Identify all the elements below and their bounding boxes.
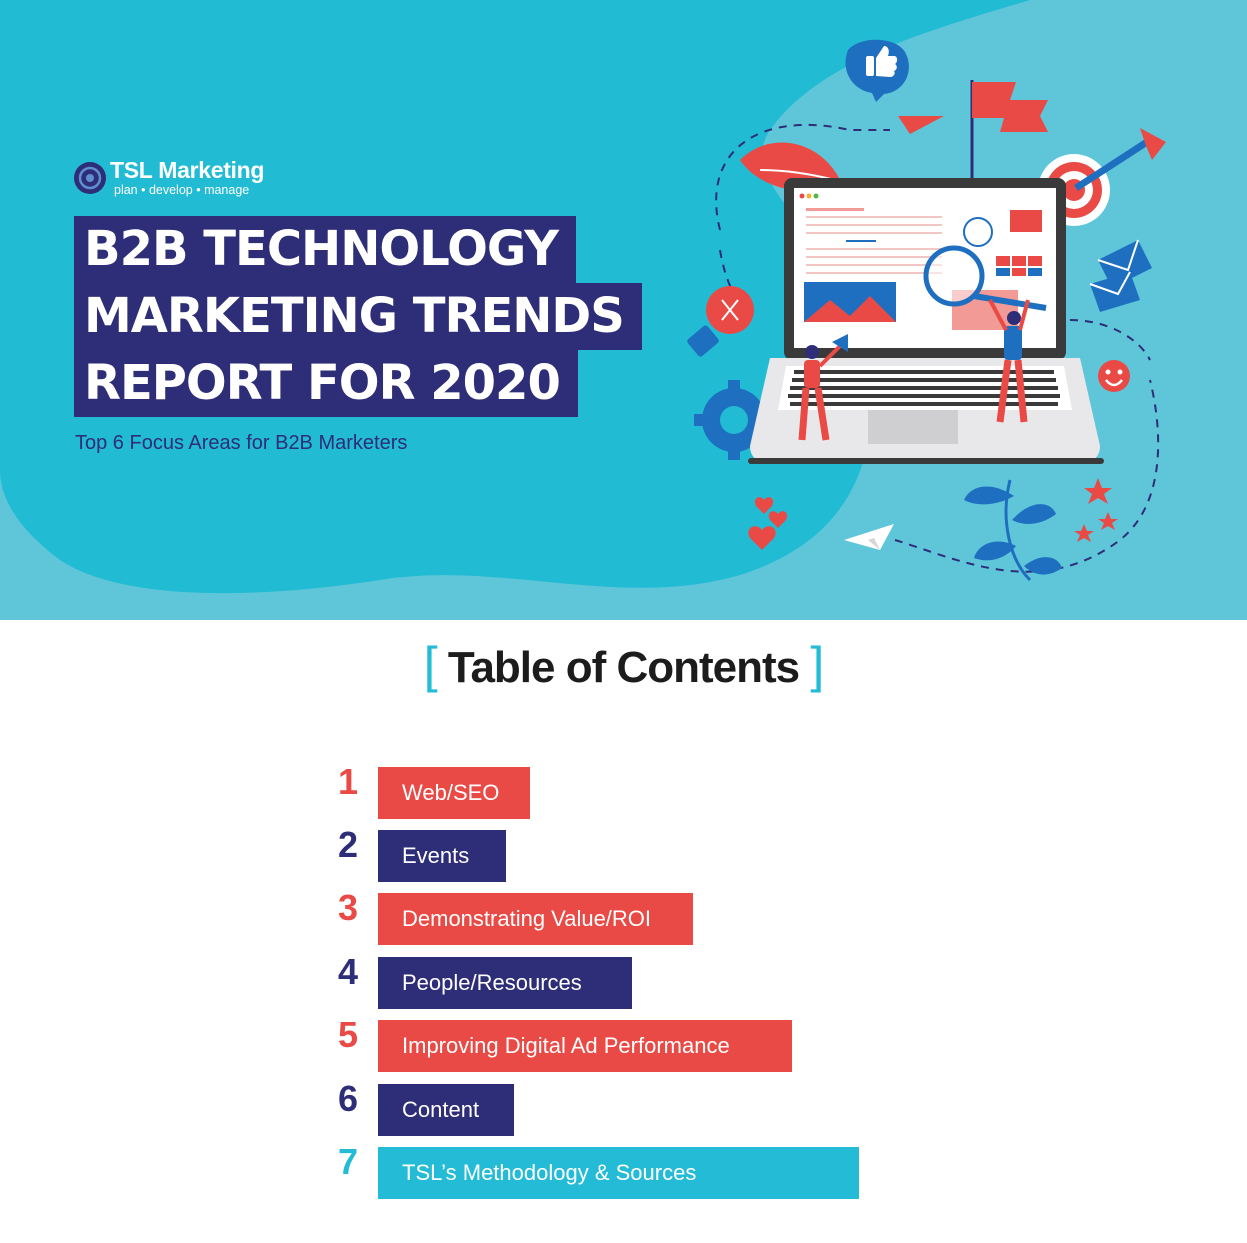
toc-label[interactable]: Demonstrating Value/ROI <box>378 893 693 945</box>
toc-label[interactable]: TSL’s Methodology & Sources <box>378 1147 859 1199</box>
lightbulb-icon <box>687 286 754 357</box>
person-right-icon <box>988 299 1030 423</box>
tsl-logo-icon <box>74 162 106 194</box>
toc-number: 1 <box>337 761 359 802</box>
toc-number: 3 <box>337 887 359 928</box>
thumbs-up-icon <box>845 39 909 102</box>
toc-number: 5 <box>337 1014 359 1055</box>
left-bracket-icon: [ <box>423 637 438 693</box>
report-subtitle: Top 6 Focus Areas for B2B Marketers <box>75 432 408 454</box>
right-bracket-icon: ] <box>810 637 824 693</box>
title-line-3: REPORT FOR 2020 <box>74 350 578 417</box>
person-left-icon <box>798 334 848 441</box>
toc-label[interactable]: Content <box>378 1084 514 1136</box>
title-line-2: MARKETING TRENDS <box>74 283 642 350</box>
gear-icon <box>694 380 774 460</box>
toc-number: 2 <box>337 824 359 865</box>
envelope-icon <box>1089 239 1152 312</box>
toc-label[interactable]: Web/SEO <box>378 767 530 819</box>
toc-number: 7 <box>337 1141 359 1182</box>
toc-label[interactable]: People/Resources <box>378 957 632 1009</box>
laptop-icon <box>748 178 1104 464</box>
toc-heading: [ Table of Contents ] <box>0 636 1247 694</box>
toc-label[interactable]: Events <box>378 830 506 882</box>
brand-tagline: plan • develop • manage <box>114 183 250 197</box>
toc-number: 4 <box>337 951 359 992</box>
hero-banner: TSL Marketing plan • develop • manage B2… <box>0 0 1247 620</box>
toc-number: 6 <box>337 1078 359 1119</box>
report-title: B2B TECHNOLOGY MARKETING TRENDS REPORT F… <box>74 216 642 417</box>
toc-heading-text: Table of Contents <box>447 643 800 692</box>
brand-name: TSL Marketing <box>110 157 265 183</box>
title-line-1: B2B TECHNOLOGY <box>74 216 576 283</box>
toc-label[interactable]: Improving Digital Ad Performance <box>378 1020 792 1072</box>
marketing-illustration <box>687 39 1166 582</box>
